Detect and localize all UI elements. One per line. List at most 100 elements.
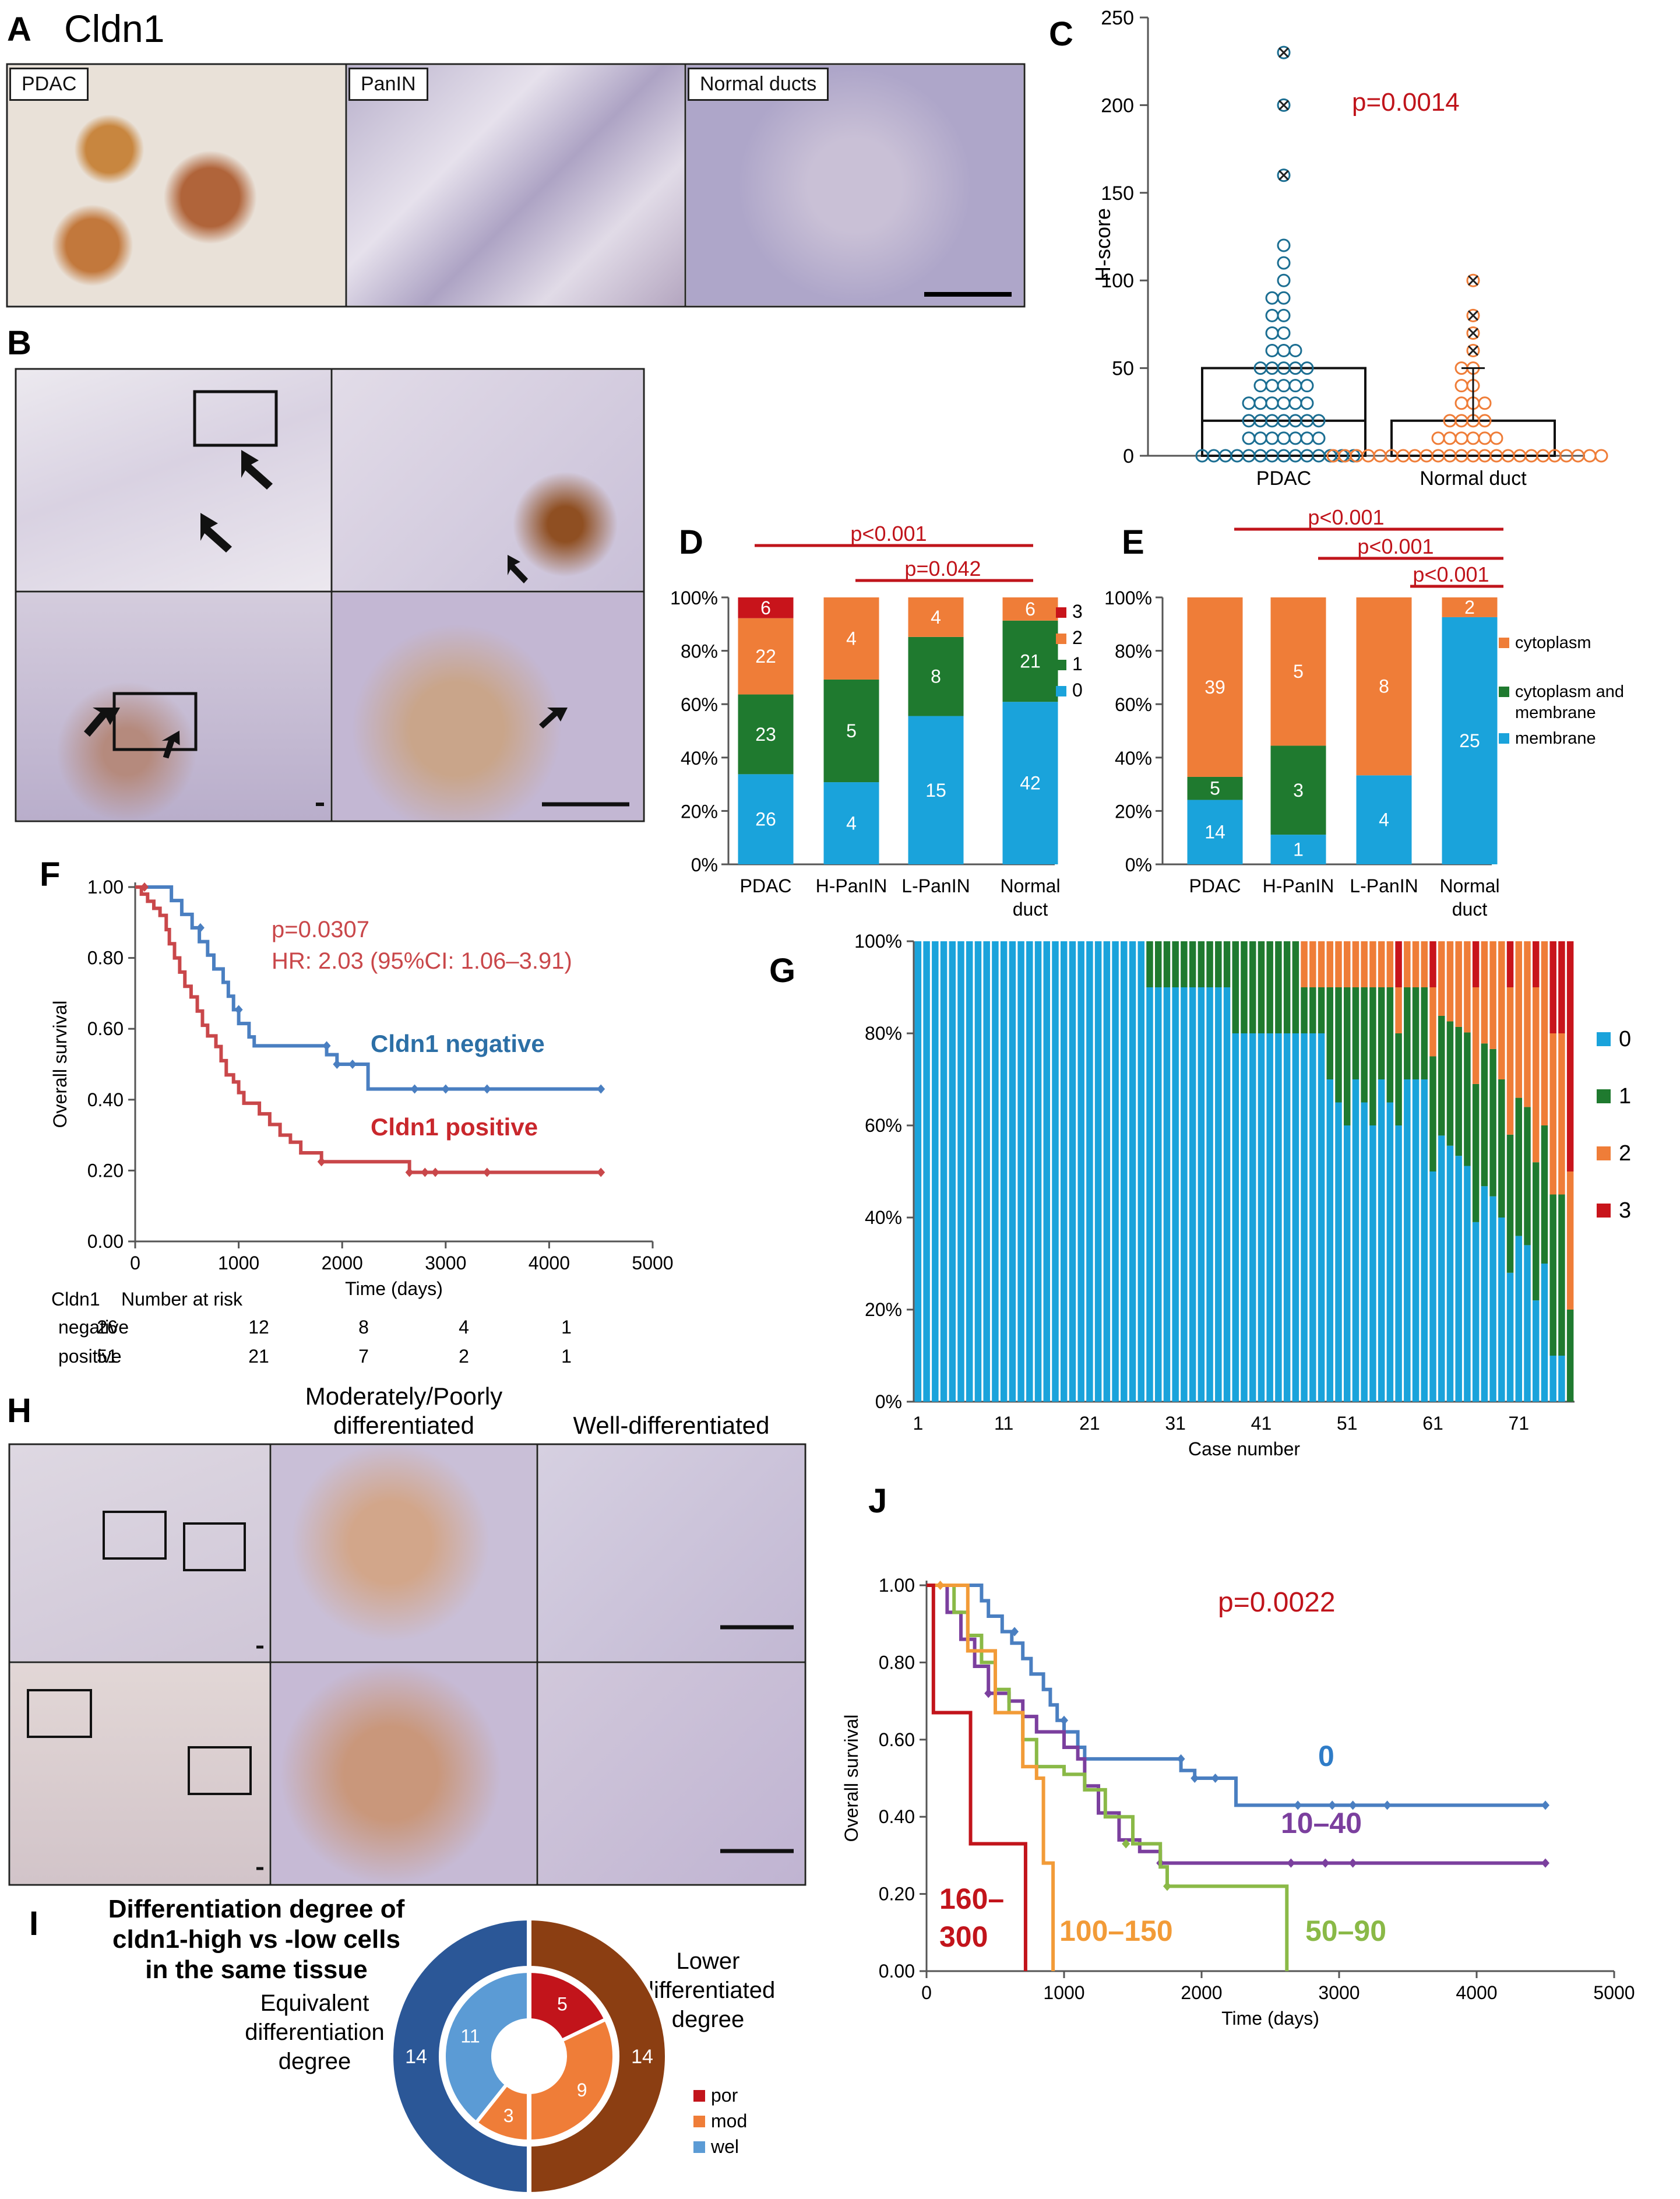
g-case-bar-segment (1121, 941, 1128, 1402)
g-legend-swatch (1597, 1032, 1611, 1046)
panel-f-risk-label-negative: negative (58, 1317, 129, 1338)
g-case-bar-segment (1343, 941, 1351, 987)
d-y-tick-label: 80% (681, 641, 718, 662)
g-case-bar-segment (1146, 987, 1153, 1402)
c-outlier-circle (1466, 326, 1480, 340)
g-case-bar-segment (1386, 987, 1394, 1103)
i-legend-label: mod (711, 2110, 747, 2131)
g-case-bar-segment (1249, 1033, 1256, 1402)
c-point (1466, 431, 1480, 445)
g-case-bar-segment (1446, 1021, 1454, 1146)
j-curve (927, 1584, 1289, 1971)
g-legend-label: 1 (1619, 1084, 1631, 1109)
j-censor-mark (1211, 1774, 1220, 1783)
j-y-tick-label: 0.00 (879, 1961, 915, 1982)
g-case-bar-segment (1498, 1218, 1505, 1402)
e-bar-value: 5 (1210, 778, 1220, 799)
g-y-tick-label: 80% (865, 1023, 902, 1044)
j-x-tick-label: 1000 (1043, 1982, 1084, 2003)
g-case-bar-segment (1558, 941, 1565, 1033)
panel-i-left-label-2: differentiation (245, 2019, 384, 2045)
g-case-bar-segment (1524, 1107, 1531, 1245)
c-point (1443, 414, 1457, 428)
f-censor-mark (482, 1167, 491, 1177)
e-bracket-label-2: p<0.001 (1357, 534, 1434, 558)
g-case-bar-segment (1369, 941, 1376, 987)
g-case-bar-segment (1223, 941, 1231, 987)
panel-c-letter: C (1049, 15, 1073, 53)
g-legend-swatch (1597, 1146, 1611, 1160)
g-case-bar-segment (1163, 941, 1171, 987)
e-y-tick-label: 80% (1115, 641, 1152, 662)
c-point (1277, 256, 1291, 270)
micrograph-h5 (272, 1663, 536, 1884)
panel-h-col1-line1: Moderately/Poorly (305, 1382, 502, 1410)
g-case-bar-segment (1498, 941, 1505, 1079)
g-case-bar-segment (1301, 1033, 1308, 1402)
g-case-bar-segment (1335, 941, 1342, 987)
g-case-bar-segment (1524, 1245, 1531, 1402)
c-outlier-circle (1277, 45, 1291, 59)
g-case-bar-segment (1189, 987, 1196, 1402)
c-point (1277, 308, 1291, 322)
c-outlier-x (1467, 275, 1479, 286)
c-point (1242, 414, 1256, 428)
g-case-bar-segment (1318, 941, 1325, 987)
g-case-bar-segment (1343, 987, 1351, 1125)
f-risk-value: 12 (248, 1317, 269, 1338)
i-inner-segment (442, 1969, 531, 2126)
e-x-label: H-PanIN (1263, 875, 1334, 896)
g-case-bar-segment (1283, 941, 1291, 1033)
panel-j-label-10-40: 10–40 (1281, 1807, 1362, 1839)
i-legend-swatch (693, 2116, 705, 2127)
g-case-bar-segment (1429, 941, 1436, 987)
panel-d-letter: D (679, 523, 703, 561)
i-outer-value: 14 (405, 2046, 427, 2068)
e-bar-value: 1 (1293, 839, 1304, 860)
g-case-bar-segment (1352, 1079, 1360, 1402)
g-case-bar-segment (1215, 941, 1222, 987)
g-case-bar-segment (1386, 941, 1394, 987)
f-risk-value: 1 (561, 1346, 572, 1367)
f-x-label: Time (days) (345, 1278, 443, 1299)
g-case-bar-segment (1549, 1356, 1556, 1402)
g-case-bar-segment (1429, 987, 1436, 1057)
g-case-bar-segment (1549, 1033, 1556, 1195)
j-censor-mark (1328, 1800, 1337, 1810)
micrograph-h4 (10, 1663, 269, 1884)
c-point (1583, 449, 1597, 463)
g-case-bar-segment (1352, 987, 1360, 1079)
g-case-bar-segment (1309, 941, 1316, 987)
c-point (1265, 431, 1279, 445)
g-case-bar-segment (1309, 987, 1316, 1033)
g-case-bar-segment (1395, 941, 1402, 987)
c-point (1242, 431, 1256, 445)
g-case-bar-segment (1395, 1125, 1402, 1402)
panel-b-inset2 (112, 692, 198, 751)
e-legend-label: membrane (1515, 703, 1596, 722)
d-bar-segment (908, 716, 964, 864)
g-case-bar-segment (1386, 1102, 1394, 1402)
g-case-bar-segment (1146, 941, 1153, 987)
c-point (1277, 431, 1291, 445)
g-case-bar-segment (1043, 941, 1051, 1402)
g-case-bar-segment (1481, 1043, 1488, 1187)
e-y-tick-label: 40% (1115, 748, 1152, 769)
f-censor-mark (196, 923, 205, 933)
panel-i-title-1: Differentiation degree of (108, 1895, 405, 1923)
e-bar-segment (1270, 835, 1326, 864)
panel-j-label-160-300-b: 300 (939, 1920, 988, 1953)
d-bar-value: 26 (755, 809, 776, 830)
c-point (1288, 431, 1302, 445)
panel-f-hr: HR: 2.03 (95%CI: 1.06–3.91) (272, 948, 572, 974)
j-x-label: Time (days) (1221, 2008, 1319, 2029)
panel-f-label-negative: Cldn1 negative (371, 1030, 545, 1057)
g-case-bar-segment (1421, 1079, 1428, 1402)
e-bar-value: 2 (1464, 597, 1475, 618)
c-point (1265, 379, 1279, 393)
e-y-tick-label: 100% (1104, 587, 1152, 608)
d-bar-value: 5 (846, 720, 857, 741)
panel-i-left-label-3: degree (279, 2049, 351, 2074)
e-bar-value: 5 (1293, 661, 1304, 682)
c-point (1594, 449, 1608, 463)
